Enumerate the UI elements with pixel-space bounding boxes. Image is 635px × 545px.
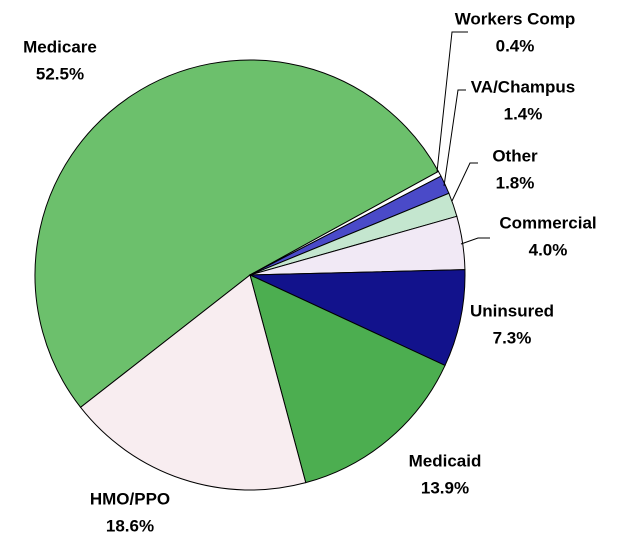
slice-value-label: 1.4% <box>504 104 543 123</box>
leader-line <box>436 31 468 173</box>
labels: Medicare 52.5% Workers Comp 0.4% VA/Champus 1… <box>23 9 597 535</box>
slice-label: HMO/PPO <box>90 489 170 508</box>
slice-label: Uninsured <box>470 301 554 320</box>
slice-value-label: 1.8% <box>496 173 535 192</box>
slice-label: VA/Champus <box>471 77 576 96</box>
leader-line <box>460 237 490 245</box>
slice-value-label: 18.6% <box>106 516 154 535</box>
slice-label: Medicaid <box>409 451 482 470</box>
leader-line <box>443 89 466 187</box>
slice-label: Workers Comp <box>455 9 576 28</box>
slice-label: Other <box>492 146 538 165</box>
slice-value-label: 4.0% <box>529 240 568 259</box>
slice-value-label: 0.4% <box>496 36 535 55</box>
pie-slice <box>34 59 440 409</box>
pie-slice <box>249 274 446 484</box>
pie-slice <box>79 274 307 491</box>
slice-label: Commercial <box>499 213 596 232</box>
pie-slice <box>249 269 466 367</box>
slices <box>34 59 466 491</box>
slice-value-label: 13.9% <box>421 478 469 497</box>
slice-value-label: 52.5% <box>36 64 84 83</box>
slice-value-label: 7.3% <box>493 328 532 347</box>
slice-label: Medicare <box>23 37 97 56</box>
leader-line <box>451 162 478 202</box>
